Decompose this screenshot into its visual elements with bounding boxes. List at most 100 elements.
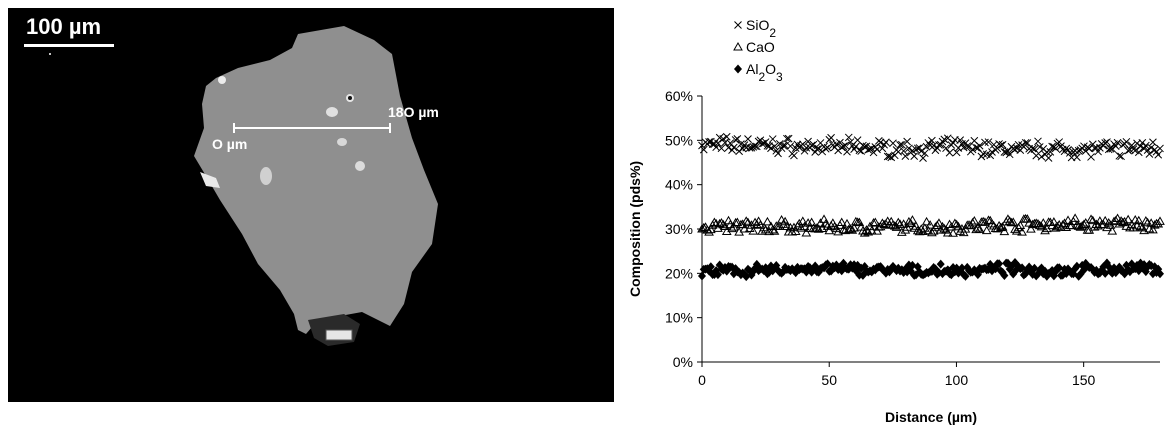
data-point	[897, 140, 906, 149]
data-point	[709, 217, 720, 226]
data-point	[912, 225, 923, 235]
data-point	[1092, 144, 1101, 152]
data-point	[882, 138, 890, 147]
data-point	[1028, 269, 1037, 279]
data-point	[1100, 215, 1111, 225]
data-point	[921, 216, 932, 226]
data-point	[732, 217, 743, 227]
data-point	[715, 260, 724, 270]
data-point	[1113, 138, 1122, 147]
data-point	[998, 267, 1007, 277]
data-point	[936, 259, 945, 269]
data-point	[849, 222, 859, 232]
data-point	[1092, 265, 1101, 275]
data-point	[841, 141, 850, 150]
data-point	[1122, 137, 1131, 146]
data-point	[706, 262, 715, 272]
data-point	[907, 215, 918, 224]
data-point	[837, 266, 846, 276]
data-point	[988, 148, 996, 156]
data-point	[1003, 214, 1013, 223]
data-point	[698, 222, 709, 232]
data-point	[1106, 144, 1115, 153]
inclusion	[326, 107, 338, 117]
y-tick-label: 30%	[665, 221, 693, 237]
data-point	[1146, 218, 1157, 227]
legend-marker	[734, 64, 742, 74]
data-point	[722, 132, 731, 141]
data-point	[1034, 220, 1045, 230]
scale-bar	[24, 44, 114, 47]
data-point	[697, 223, 707, 233]
data-point	[903, 137, 911, 146]
x-tick-label: 150	[1072, 372, 1096, 388]
data-point	[716, 218, 727, 227]
data-point	[842, 218, 852, 228]
data-point	[719, 265, 728, 275]
data-point	[878, 144, 887, 153]
data-point	[812, 223, 822, 232]
data-point	[1127, 141, 1136, 150]
data-point	[848, 263, 857, 273]
data-point	[1123, 214, 1134, 224]
data-point	[1044, 154, 1053, 162]
data-point	[855, 146, 864, 155]
data-point	[1138, 138, 1147, 147]
data-point	[984, 264, 993, 274]
data-point	[984, 138, 993, 146]
data-point	[1154, 150, 1163, 159]
data-point	[1033, 219, 1043, 228]
data-point	[1000, 271, 1009, 281]
data-point	[726, 139, 735, 147]
x-axis-label: Distance (µm)	[885, 409, 977, 425]
data-point	[744, 135, 752, 143]
x-tick-label: 0	[698, 372, 706, 388]
data-point	[1150, 262, 1159, 272]
data-point	[1086, 214, 1096, 223]
data-point	[752, 142, 761, 151]
data-point	[896, 227, 907, 236]
data-point	[1110, 263, 1119, 273]
data-point	[1073, 153, 1081, 162]
data-point	[951, 219, 962, 229]
data-point	[981, 138, 989, 147]
data-point	[834, 265, 843, 275]
y-tick-label: 10%	[665, 310, 693, 326]
data-point	[1030, 145, 1039, 153]
data-point	[1124, 146, 1133, 155]
data-point	[774, 149, 782, 158]
data-point	[698, 271, 706, 281]
data-point	[844, 264, 853, 274]
data-point	[908, 260, 917, 270]
inclusion	[355, 161, 365, 171]
data-point	[802, 143, 811, 152]
data-point	[823, 143, 832, 152]
data-point	[905, 144, 913, 153]
data-point	[887, 153, 896, 162]
data-point	[1015, 220, 1026, 230]
data-point	[1115, 151, 1124, 160]
data-point	[719, 134, 728, 143]
legend-marker	[733, 41, 743, 51]
data-point	[1033, 269, 1042, 279]
data-point	[1136, 258, 1145, 268]
data-point	[972, 143, 980, 152]
data-point	[741, 216, 752, 225]
data-point	[899, 147, 908, 155]
data-point	[818, 147, 827, 156]
y-axis-label: Composition (pds%)	[627, 161, 643, 297]
data-point	[1112, 213, 1123, 222]
grain-image	[49, 26, 438, 346]
data-point	[767, 144, 775, 153]
data-point	[1070, 213, 1080, 222]
data-point	[1108, 144, 1117, 153]
data-point	[1063, 215, 1073, 224]
data-point	[1140, 216, 1151, 225]
data-point	[866, 225, 877, 235]
data-point	[943, 134, 952, 143]
x-tick-label: 100	[945, 372, 969, 388]
data-point	[1021, 269, 1030, 279]
data-point	[1049, 271, 1058, 281]
data-point	[863, 227, 874, 236]
data-point	[814, 267, 823, 277]
